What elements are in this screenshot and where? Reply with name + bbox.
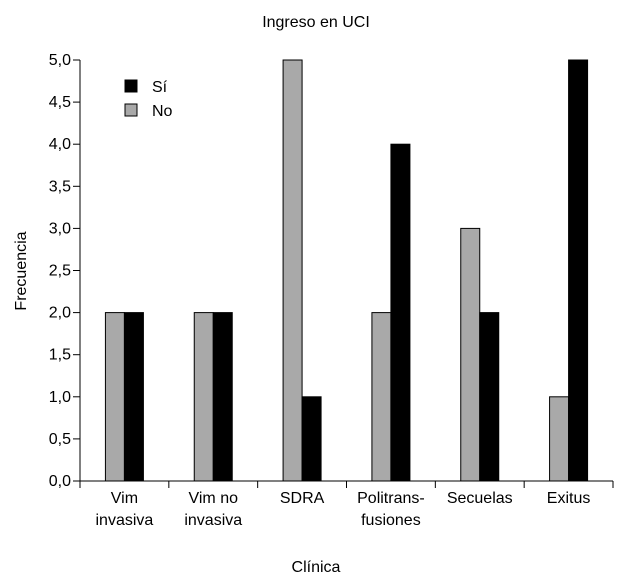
bar-no [549,396,570,482]
bar-si [301,396,322,482]
bar-si [479,312,500,482]
y-tick-label: 0,0 [49,473,71,490]
bar-si [212,312,233,482]
y-tick-label: 1,5 [49,347,71,364]
y-tick-label: 1,0 [49,389,71,406]
y-tick-label: 5,0 [49,52,71,69]
legend-label: Sí [152,79,168,96]
y-tick-label: 2,5 [49,263,71,280]
bar-no [104,312,125,482]
legend-swatch [124,79,138,93]
x-axis-label: Clínica [292,559,341,576]
bar-no [193,312,214,482]
x-tick-label: invasiva [184,512,242,529]
bar-no [371,312,392,482]
bar-no [282,59,303,482]
y-tick-label: 3,5 [49,178,71,195]
x-tick-label: fusiones [361,512,421,529]
legend: Sí No [124,79,173,120]
bar-si [568,59,589,482]
y-tick-label: 2,0 [49,305,71,322]
chart-title: Ingreso en UCI [262,14,370,31]
x-tick-label: Politrans- [357,490,425,507]
x-tick-label: Secuelas [447,490,513,507]
y-tick-label: 3,0 [49,220,71,237]
y-tick-label: 0,5 [49,431,71,448]
legend-label: No [152,103,173,120]
x-tick-label: SDRA [280,490,325,507]
y-tick-label: 4,5 [49,94,71,111]
x-tick-label: invasiva [96,512,154,529]
x-tick-label: Exitus [547,490,591,507]
y-axis-label: Frecuencia [13,231,30,310]
legend-swatch [124,103,138,117]
bar-si [123,312,144,482]
plot-area: 0,0 0,5 1,0 1,5 2,0 2,5 3,0 3,5 4,0 4,5 5,0 Vim inva… [49,52,614,529]
y-tick-label: 4,0 [49,136,71,153]
bar-si [390,143,411,482]
x-tick-label: Vim no [188,490,238,507]
x-tick-label: Vim [111,490,138,507]
bar-no [460,227,481,482]
